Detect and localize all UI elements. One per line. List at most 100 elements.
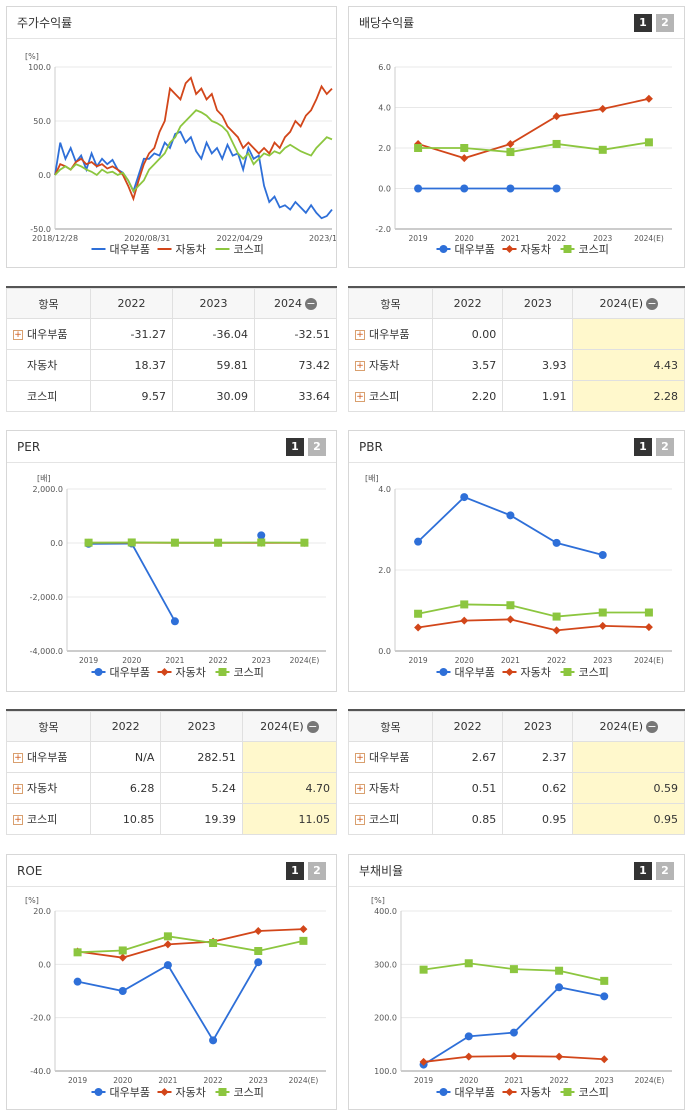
view-2-button[interactable]: 2 <box>656 13 674 32</box>
x-tick-label: 2021 <box>501 234 520 243</box>
x-tick-label: 2024(E) <box>635 1076 665 1085</box>
table-cell: 9.57 <box>90 380 173 412</box>
view-2-button[interactable]: 2 <box>308 861 326 880</box>
table-header-row: 항목 2022 2023 2024(E) − <box>348 288 685 319</box>
data-point <box>127 538 136 547</box>
data-point <box>552 112 561 121</box>
data-point <box>163 932 172 941</box>
view-2-button[interactable]: 2 <box>308 437 326 456</box>
series-line <box>77 935 304 954</box>
x-tick-label: 2020 <box>122 656 141 665</box>
data-point <box>464 1052 473 1061</box>
data-point <box>414 609 423 618</box>
table-cell: 59.81 <box>172 349 255 381</box>
expand-icon[interactable]: + <box>13 784 23 794</box>
pbr-table: 항목 2022 2023 2024(E) − + 대우부품 2.67 2.37 + 자동차 0.51 0… <box>348 709 685 835</box>
expand-icon[interactable]: + <box>355 330 365 340</box>
collapse-button[interactable]: − <box>305 297 317 310</box>
view-2-button[interactable]: 2 <box>656 437 674 456</box>
y-unit-label: [배] <box>365 474 379 483</box>
column-header: 항목 <box>6 288 91 319</box>
expand-icon[interactable]: + <box>355 815 365 825</box>
series-line <box>417 603 649 618</box>
view-1-button[interactable]: 1 <box>286 861 304 880</box>
y-tick-label: -4,000.0 <box>30 647 63 656</box>
data-point <box>600 1055 609 1064</box>
data-point <box>209 1036 218 1045</box>
row-label-cell: + 코스피 <box>348 803 433 835</box>
view-1-button[interactable]: 1 <box>634 861 652 880</box>
series-line <box>417 496 603 556</box>
row-label-cell: + 대우부품 <box>6 318 91 350</box>
data-point <box>460 616 469 625</box>
expand-icon[interactable]: + <box>355 361 365 371</box>
table-cell <box>572 318 685 350</box>
table-row: 코스피 9.57 30.09 33.64 <box>6 380 337 412</box>
legend-label: 대우부품 <box>455 1086 495 1099</box>
legend-label: 코스피 <box>579 666 609 679</box>
legend-marker <box>94 668 103 676</box>
view-1-button[interactable]: 1 <box>634 437 652 456</box>
legend-label: 자동차 <box>176 666 206 679</box>
data-point <box>552 612 561 621</box>
row-label-cell: + 자동차 <box>348 772 433 804</box>
panel-title: 배당수익률 <box>359 16 415 30</box>
data-point <box>598 621 607 630</box>
collapse-button[interactable]: − <box>646 720 658 733</box>
data-point <box>118 946 127 955</box>
table-cell: -31.27 <box>90 318 173 350</box>
y-tick-label: -20.0 <box>30 1014 51 1023</box>
x-tick-label: 2024(E) <box>290 656 320 665</box>
expand-icon[interactable]: + <box>13 330 23 340</box>
row-label-cell: + 코스피 <box>348 380 433 412</box>
y-tick-label: 100.0 <box>374 1067 397 1076</box>
expand-icon[interactable]: + <box>13 753 23 763</box>
stock-return-panel: 주가수익률 [%] 100.0 50.0 0.0 -50.0 2018/12/28 2020… <box>6 6 337 268</box>
table-header-row: 항목 2022 2023 2024(E) − <box>348 711 685 742</box>
y-tick-label: 200.0 <box>374 1014 397 1023</box>
data-point <box>460 493 469 502</box>
x-tick-label: 2019 <box>409 656 428 665</box>
expand-icon[interactable]: + <box>355 753 365 763</box>
data-point <box>644 94 653 103</box>
x-tick-label: 2020 <box>113 1076 132 1085</box>
table-cell: 18.37 <box>90 349 173 381</box>
x-tick-label: 2019 <box>409 234 428 243</box>
table-cell: 3.93 <box>502 349 574 381</box>
y-tick-label: -40.0 <box>30 1067 51 1076</box>
row-label-cell: + 대우부품 <box>348 318 433 350</box>
view-1-button[interactable]: 1 <box>634 13 652 32</box>
data-point <box>73 948 82 957</box>
column-header: 항목 <box>348 288 433 319</box>
collapse-button[interactable]: − <box>306 720 319 733</box>
view-1-button[interactable]: 1 <box>286 437 304 456</box>
expand-icon[interactable]: + <box>355 784 365 794</box>
expand-icon[interactable]: + <box>355 392 365 402</box>
expand-icon[interactable]: + <box>13 815 23 825</box>
table-cell: N/A <box>89 741 162 773</box>
data-point <box>170 538 179 547</box>
table-cell: 0.62 <box>502 772 574 804</box>
column-header-label: 2023 <box>523 297 552 310</box>
table-cell: 0.51 <box>431 772 504 804</box>
column-header-label: 2024 <box>274 297 302 310</box>
series-line <box>417 97 650 160</box>
collapse-button[interactable]: − <box>646 297 658 310</box>
table-row: + 대우부품 2.67 2.37 <box>348 741 685 773</box>
data-point <box>506 184 515 193</box>
view-2-button[interactable]: 2 <box>656 861 674 880</box>
y-unit-label: [%] <box>25 52 39 61</box>
table-cell: 2.67 <box>431 741 504 773</box>
column-header-label: 항목 <box>380 297 401 311</box>
data-point <box>506 615 515 624</box>
roe-chart: [%] 20.0 0.0 -20.0 -40.0 2019 2020 2021 2022 2023… <box>25 896 326 1099</box>
table-cell: 73.42 <box>254 349 337 381</box>
legend-marker <box>563 1088 572 1096</box>
x-tick-label: 2023 <box>593 656 612 665</box>
legend-label: 자동차 <box>176 243 206 256</box>
data-point <box>555 983 564 992</box>
x-tick-label: 2022 <box>209 656 228 665</box>
legend-label: 코스피 <box>234 666 264 679</box>
